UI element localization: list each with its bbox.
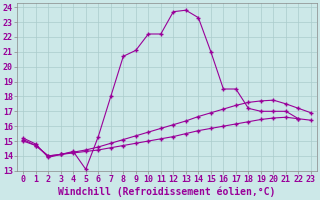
X-axis label: Windchill (Refroidissement éolien,°C): Windchill (Refroidissement éolien,°C) xyxy=(58,187,276,197)
